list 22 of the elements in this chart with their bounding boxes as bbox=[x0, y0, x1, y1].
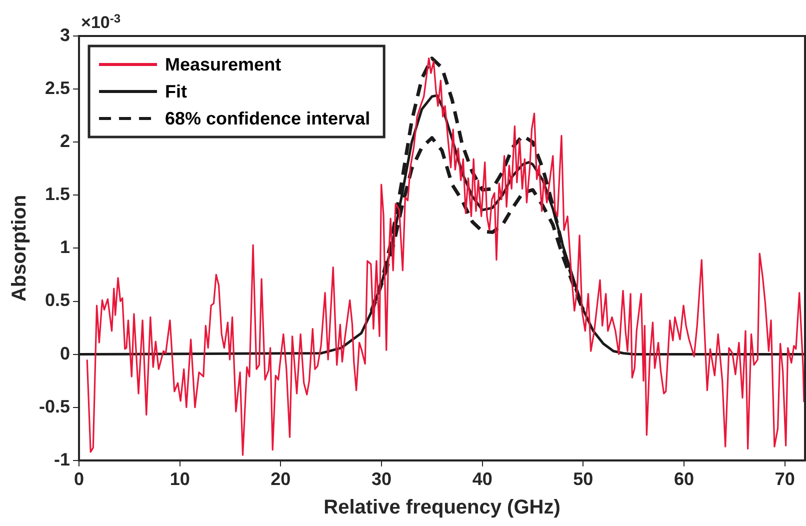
y-tick-label: 2 bbox=[60, 131, 70, 152]
y-tick-label: -1 bbox=[54, 449, 70, 470]
legend-label: 68% confidence interval bbox=[165, 108, 370, 128]
x-tick-label: 10 bbox=[170, 469, 190, 490]
x-tick-label: 60 bbox=[674, 469, 694, 490]
x-tick-label: 40 bbox=[472, 469, 492, 490]
legend-label: Fit bbox=[165, 81, 188, 102]
y-tick-label: 1 bbox=[60, 237, 70, 258]
y-axis-title: Absorption bbox=[8, 194, 31, 302]
x-tick-label: 70 bbox=[774, 469, 795, 490]
x-tick-label: 0 bbox=[74, 469, 84, 490]
x-tick-label: 50 bbox=[573, 469, 594, 490]
x-tick-label: 30 bbox=[371, 469, 392, 490]
x-axis-title: Relative frequency (GHz) bbox=[324, 496, 560, 519]
legend-label: Measurement bbox=[165, 54, 282, 74]
x-tick-label: 20 bbox=[270, 469, 291, 490]
y-tick-label: 0 bbox=[60, 343, 70, 364]
y-tick-label: -0.5 bbox=[38, 396, 70, 416]
y-tick-label: 3 bbox=[60, 24, 70, 45]
y-tick-label: 0.5 bbox=[44, 290, 70, 310]
y-tick-label: 2.5 bbox=[44, 78, 70, 98]
y-tick-label: 1.5 bbox=[44, 184, 70, 204]
